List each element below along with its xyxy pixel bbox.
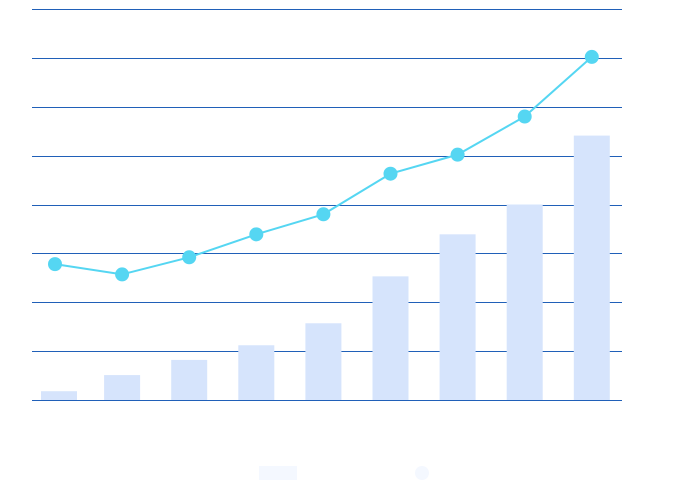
- line-point[interactable]: [182, 250, 197, 265]
- line-series: [48, 49, 599, 282]
- line-point[interactable]: [249, 227, 264, 242]
- bar-series: [32, 135, 622, 401]
- line-point[interactable]: [316, 207, 331, 222]
- bar[interactable]: [104, 375, 141, 400]
- line-point[interactable]: [48, 257, 62, 272]
- bar[interactable]: [573, 135, 610, 400]
- line-point[interactable]: [383, 166, 398, 181]
- line-point[interactable]: [584, 49, 599, 64]
- line-point[interactable]: [450, 147, 465, 162]
- bar[interactable]: [41, 391, 77, 400]
- bar[interactable]: [305, 323, 342, 400]
- bar[interactable]: [171, 359, 208, 400]
- line-point[interactable]: [517, 109, 532, 124]
- legend-line-swatch[interactable]: [415, 466, 429, 480]
- line-point[interactable]: [115, 267, 130, 282]
- legend: [259, 466, 429, 480]
- gridlines: [32, 9, 622, 401]
- bar[interactable]: [439, 234, 476, 400]
- bar[interactable]: [372, 276, 409, 400]
- bar[interactable]: [238, 345, 275, 400]
- bar[interactable]: [506, 204, 543, 401]
- legend-bar-swatch[interactable]: [259, 466, 297, 480]
